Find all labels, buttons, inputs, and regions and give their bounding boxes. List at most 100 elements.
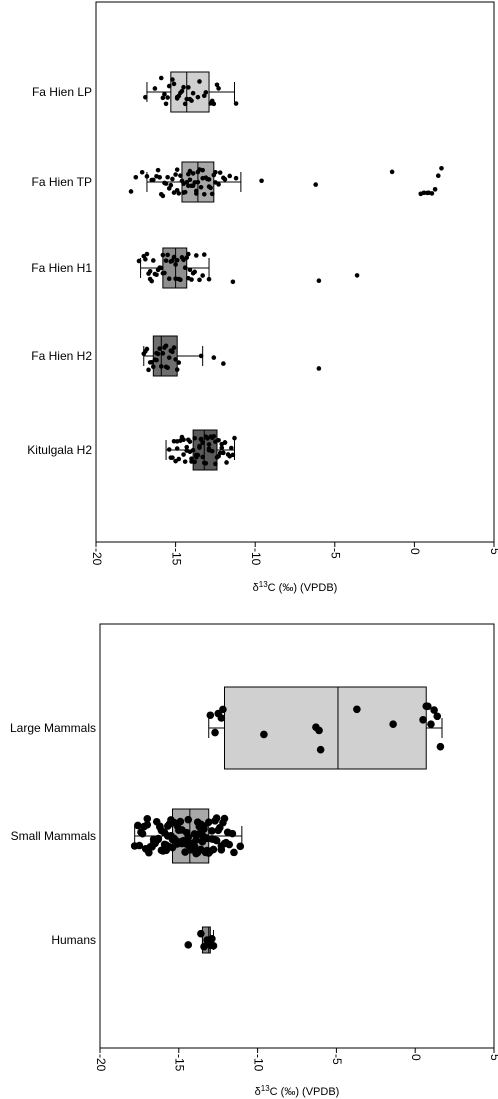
- data-point: [212, 814, 221, 822]
- data-point: [313, 182, 318, 187]
- data-point: [200, 273, 205, 278]
- data-point: [354, 273, 360, 278]
- data-point: [190, 90, 196, 96]
- data-point: [173, 458, 178, 464]
- data-point: [152, 271, 158, 277]
- data-points: [130, 702, 445, 951]
- data-point: [197, 445, 202, 450]
- data-point: [181, 437, 186, 443]
- data-point: [227, 173, 233, 179]
- category-label: Fa Hien H2: [31, 349, 92, 363]
- category-label: Large Mammals: [10, 721, 96, 735]
- data-point: [216, 86, 221, 91]
- category-label: Fa Hien H1: [31, 261, 92, 275]
- category-label: Kitulgala H2: [27, 443, 92, 457]
- data-point: [186, 171, 191, 177]
- data-point: [233, 175, 239, 181]
- data-point: [178, 173, 183, 178]
- data-point: [193, 452, 199, 458]
- data-point: [208, 835, 216, 843]
- data-point: [146, 271, 151, 276]
- data-point: [166, 355, 172, 360]
- data-point: [187, 177, 193, 183]
- data-point: [181, 848, 189, 856]
- panel-faunal-groups: -20 -15 -10 -5 0 5 Large Mammals Small Mammals…: [10, 623, 498, 1098]
- data-point: [216, 437, 221, 443]
- data-point: [174, 167, 180, 172]
- boxplot-large-mammals: [208, 686, 443, 770]
- data-point: [316, 366, 322, 371]
- data-point: [230, 452, 236, 458]
- data-point: [168, 455, 174, 460]
- box-iqr: [224, 686, 427, 770]
- data-point: [167, 816, 175, 824]
- data-point: [162, 270, 167, 276]
- data-point: [221, 361, 226, 366]
- data-point: [174, 446, 180, 451]
- data-point: [419, 716, 427, 724]
- x-tick-label: -20: [94, 1054, 108, 1072]
- data-point: [195, 179, 201, 185]
- x-axis-title: δ13C (‰) (VPDB): [255, 1084, 340, 1098]
- data-point: [186, 183, 191, 189]
- data-point: [429, 191, 435, 196]
- data-point: [181, 84, 186, 90]
- data-point: [209, 435, 215, 441]
- data-point: [232, 435, 237, 441]
- data-point: [166, 83, 172, 89]
- data-point: [233, 101, 239, 106]
- data-point: [236, 842, 245, 851]
- x-axis-title: δ13C (‰) (VPDB): [253, 580, 338, 594]
- data-point: [176, 360, 182, 365]
- data-point: [173, 357, 178, 362]
- data-point: [200, 454, 205, 460]
- data-point: [203, 90, 209, 95]
- data-point: [433, 712, 442, 721]
- data-point: [182, 265, 188, 270]
- data-point: [147, 276, 153, 282]
- data-point: [184, 941, 193, 949]
- data-point: [143, 820, 152, 829]
- data-point: [137, 828, 145, 837]
- x-tick-label: -20: [90, 548, 104, 566]
- data-point: [198, 437, 204, 442]
- data-point: [203, 846, 211, 855]
- data-point: [223, 828, 232, 837]
- data-point: [206, 276, 212, 282]
- x-tick-label: 5: [488, 1054, 498, 1061]
- data-point: [189, 98, 194, 103]
- boxplot-fa-hien-lp: [146, 71, 236, 113]
- data-point: [219, 705, 227, 714]
- category-label: Small Mammals: [11, 829, 96, 843]
- data-point: [170, 176, 175, 182]
- data-point: [200, 167, 205, 173]
- data-point: [190, 842, 199, 851]
- data-point: [229, 445, 234, 451]
- data-point: [213, 461, 218, 467]
- data-point: [155, 167, 161, 173]
- data-point: [217, 842, 226, 850]
- data-point: [179, 178, 185, 184]
- x-tick-label: 5: [488, 548, 498, 555]
- data-point: [184, 444, 190, 450]
- data-point: [208, 827, 216, 835]
- data-point: [154, 357, 159, 363]
- data-point: [178, 277, 183, 283]
- data-point: [198, 837, 207, 846]
- data-point: [211, 355, 217, 360]
- data-point: [171, 254, 177, 260]
- data-point: [439, 165, 444, 171]
- data-point: [170, 77, 175, 82]
- data-point: [193, 848, 202, 857]
- data-point: [316, 745, 325, 754]
- data-point: [197, 929, 205, 938]
- data-point: [165, 95, 170, 100]
- data-point: [160, 351, 166, 356]
- data-point: [389, 720, 397, 728]
- category-labels: Large Mammals Small Mammals Humans: [10, 721, 96, 947]
- x-axis: -20 -15 -10 -5 0 5: [94, 1048, 498, 1072]
- data-point: [163, 343, 169, 349]
- data-point: [165, 252, 170, 258]
- data-point: [168, 259, 174, 264]
